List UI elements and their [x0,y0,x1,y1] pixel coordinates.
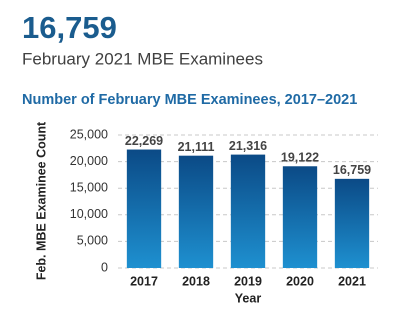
x-tick-label: 2021 [338,274,366,288]
value-label: 22,269 [125,134,163,148]
value-label: 21,111 [178,140,215,154]
value-label: 21,316 [229,139,267,153]
y-axis-label: Feb. MBE Examinee Count [34,121,48,280]
y-tick-label: 20,000 [70,154,108,168]
bar [126,149,162,268]
x-tick-label: 2019 [234,274,262,288]
headline-subtitle: February 2021 MBE Examinees [22,49,263,68]
y-tick-label: 10,000 [70,207,108,221]
x-tick-label: 2017 [130,274,158,288]
bar [178,155,214,268]
x-tick-label: 2020 [286,274,314,288]
value-label: 19,122 [281,151,319,165]
bar [282,166,318,268]
bar [334,178,370,268]
x-tick-label: 2018 [182,274,210,288]
x-axis-label: Year [235,291,262,305]
bar [230,154,266,268]
value-label: 16,759 [333,163,371,177]
headline-value: 16,759 [22,10,117,45]
y-tick-label: 5,000 [77,234,108,248]
y-tick-label: 0 [101,260,108,274]
y-tick-label: 25,000 [70,127,108,141]
y-tick-label: 15,000 [70,180,108,194]
chart-title: Number of February MBE Examinees, 2017–2… [22,92,357,108]
